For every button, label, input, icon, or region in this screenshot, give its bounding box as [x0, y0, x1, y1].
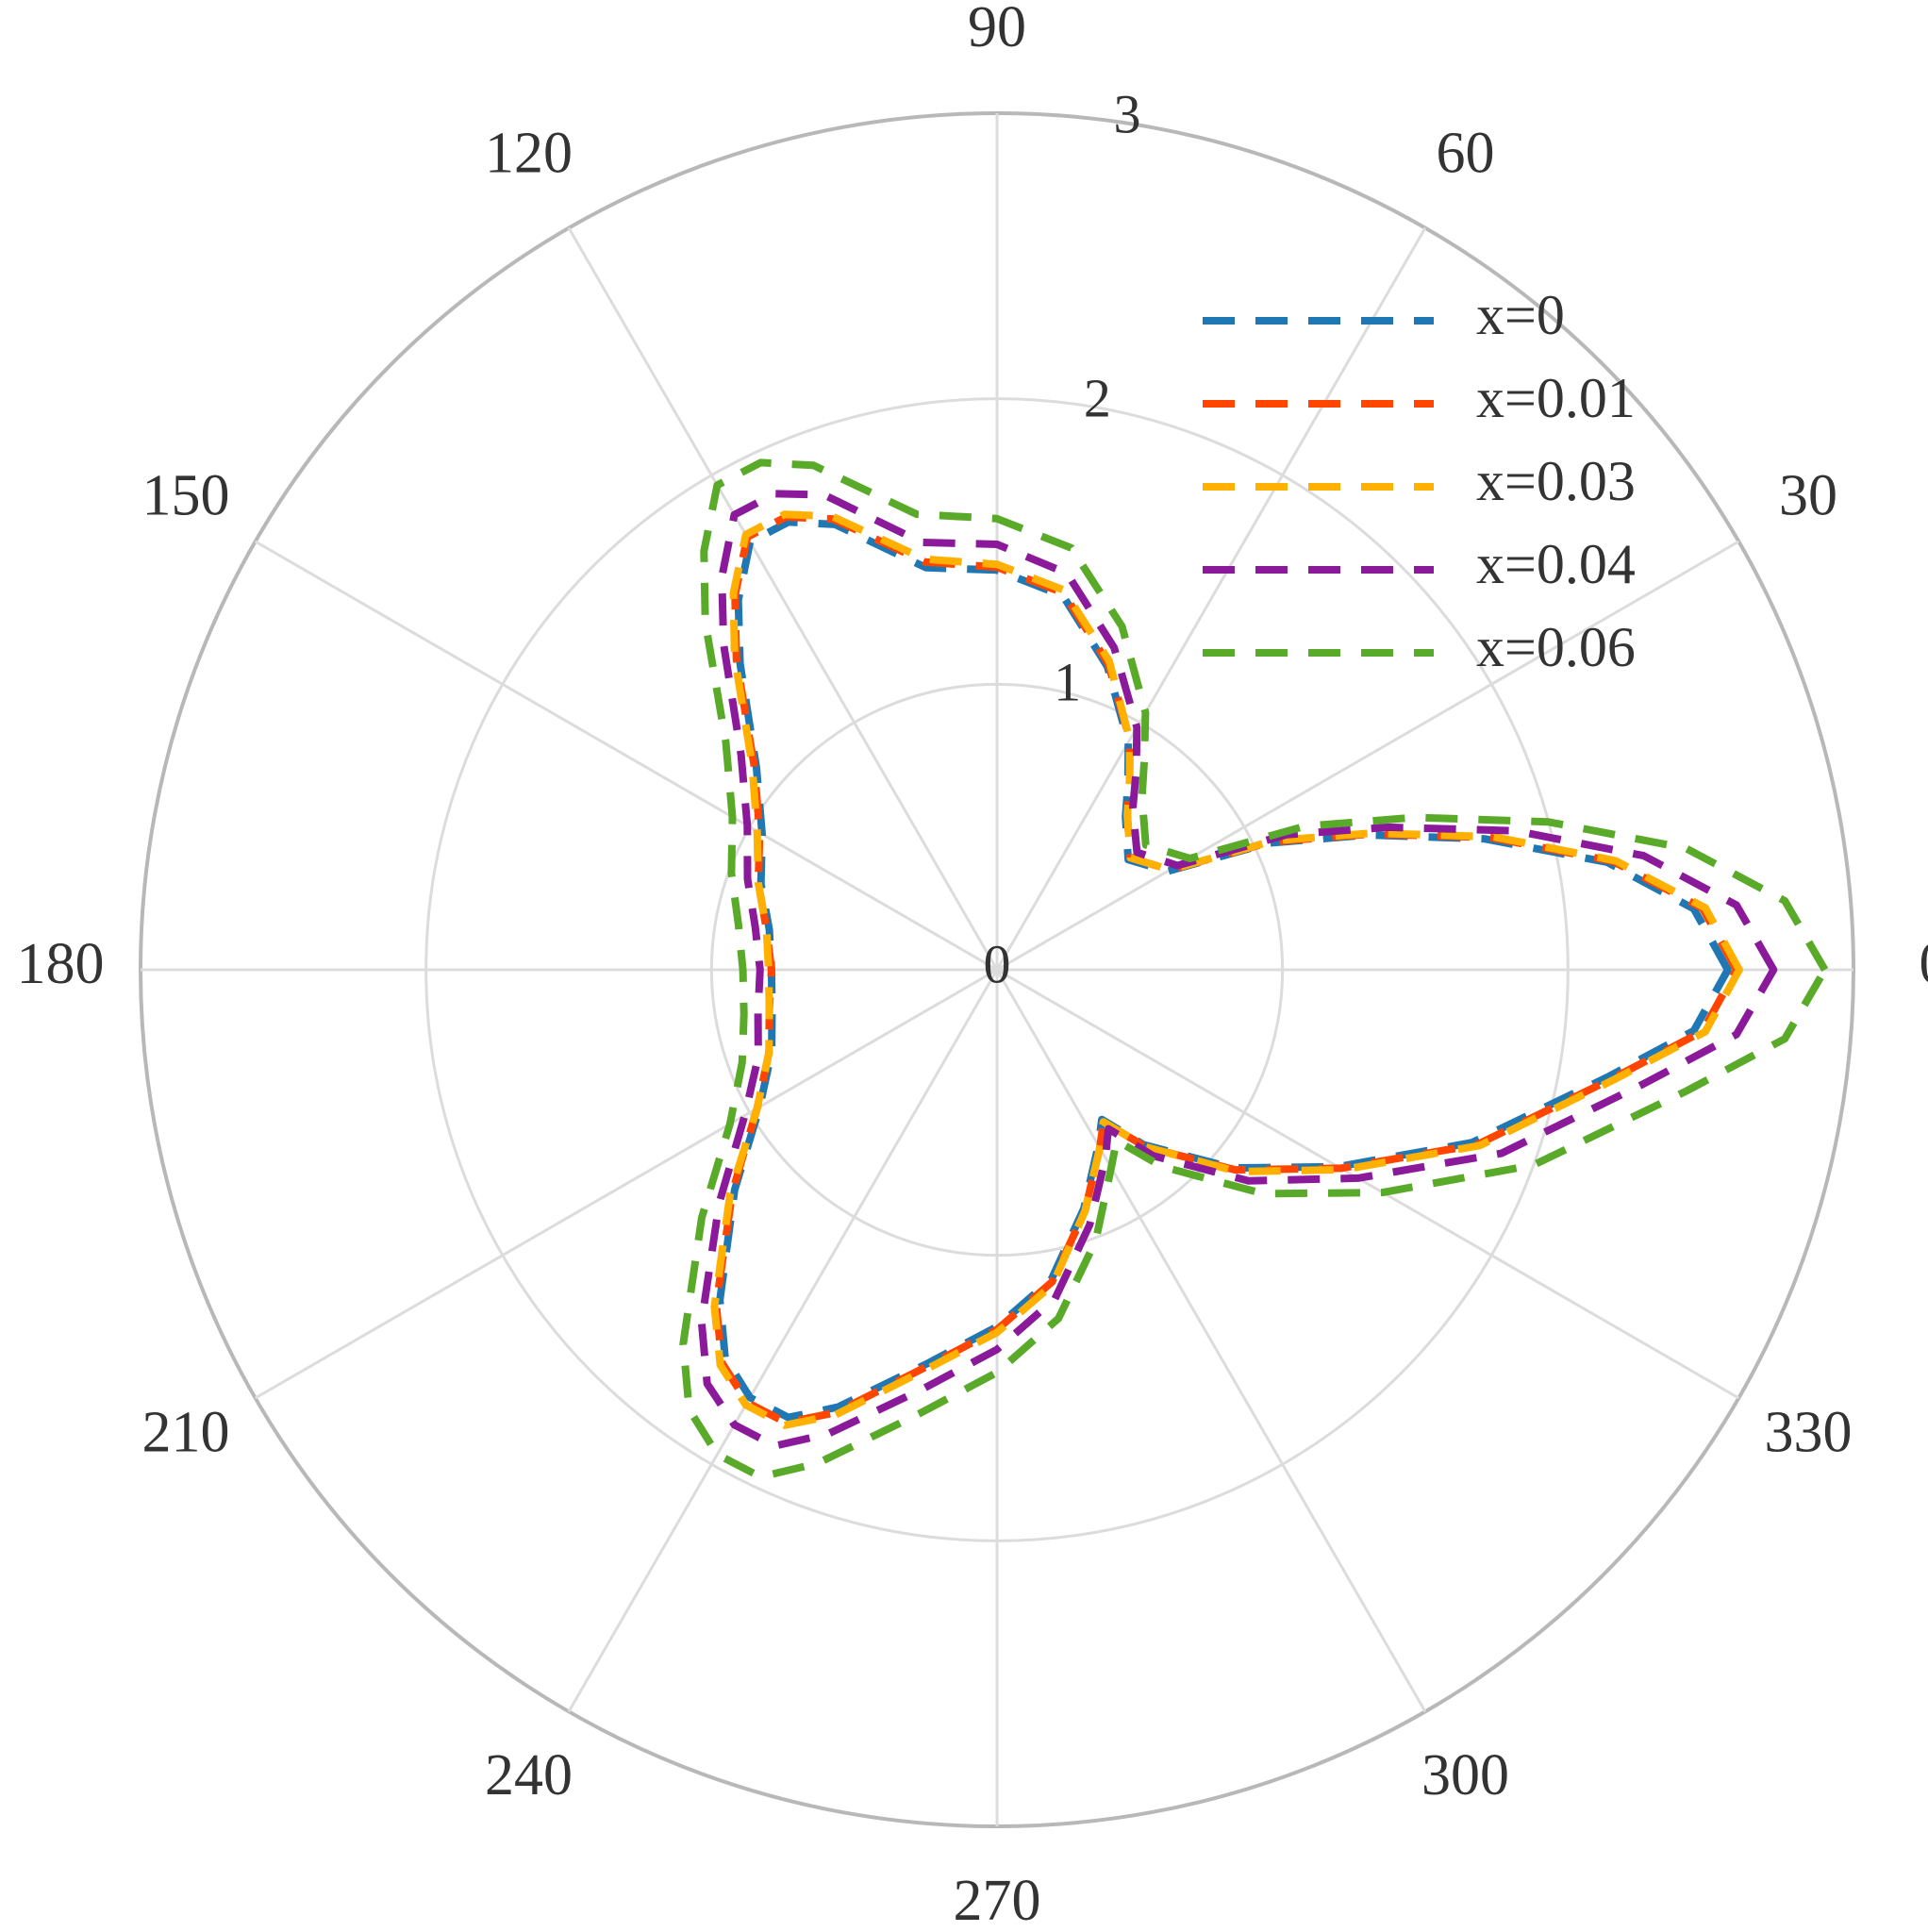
radial-tick-label: 1	[1054, 651, 1081, 712]
angular-gridline	[567, 226, 999, 971]
legend-label: x=0.01	[1476, 367, 1636, 429]
polar-grid	[139, 111, 1855, 1828]
angle-tick-label: 330	[1764, 1401, 1852, 1465]
angle-tick-label: 150	[142, 464, 230, 528]
series-line	[679, 458, 1829, 1481]
legend-label: x=0.03	[1476, 450, 1636, 512]
radial-tick-label: 0	[984, 933, 1011, 994]
legend: x=0 x=0.01 x=0.03 x=0.04 x=0.06	[1203, 284, 1636, 678]
angular-gridline	[996, 968, 1740, 1400]
series-line	[697, 490, 1778, 1450]
angle-tick-label: 0	[1920, 932, 1928, 996]
angle-tick-label: 300	[1421, 1743, 1509, 1807]
angle-tick-label: 30	[1779, 464, 1837, 528]
legend-label: x=0.06	[1476, 616, 1636, 678]
radial-tick-label: 2	[1084, 367, 1111, 428]
angular-gridline	[254, 968, 998, 1400]
angular-gridline	[995, 226, 1427, 971]
legend-label: x=0	[1476, 284, 1565, 346]
angle-tick-label: 270	[954, 1869, 1041, 1932]
angular-gridline	[567, 969, 999, 1713]
angle-tick-label: 180	[17, 932, 105, 996]
angle-tick-label: 60	[1437, 121, 1495, 185]
series-line	[716, 518, 1732, 1422]
angle-tick-label: 210	[142, 1401, 230, 1465]
series-layer	[679, 458, 1829, 1481]
legend-label: x=0.04	[1476, 533, 1636, 595]
angle-tick-label: 90	[968, 0, 1026, 59]
angular-gridline	[254, 540, 998, 972]
angular-gridline	[995, 969, 1427, 1713]
radial-tick-label: 3	[1113, 83, 1140, 144]
series-line	[710, 510, 1743, 1429]
angle-tick-label: 120	[485, 121, 573, 185]
angular-gridline	[996, 540, 1740, 972]
labels-layer: 0 30 60 90 120 150 180 210 240 270 300 330 0 1 2 3	[17, 0, 1928, 1932]
angle-tick-label: 240	[485, 1743, 573, 1807]
